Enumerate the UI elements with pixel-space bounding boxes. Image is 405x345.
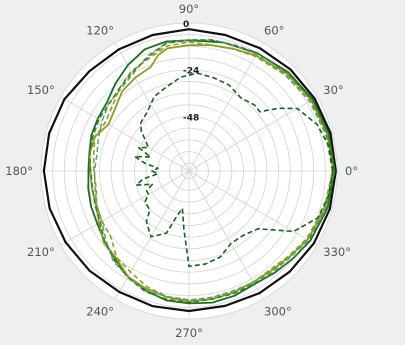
angle-tick-label: 240° [86, 304, 114, 318]
radial-tick-label: -24 [183, 67, 199, 77]
angle-tick-label: 90° [179, 2, 199, 16]
series-group [42, 28, 337, 313]
series-4-line [92, 41, 334, 301]
grid-spoke [188, 96, 318, 172]
grid-spoke [188, 170, 318, 246]
angle-tick-label: 210° [27, 245, 55, 259]
grid-spoke [114, 42, 190, 172]
radial-tick-label: 0 [183, 20, 189, 30]
grid-spoke [188, 170, 264, 300]
angle-tick-label: 270° [175, 326, 203, 340]
radial-tick-labels: 0 -24 -48 [183, 20, 199, 123]
series-1-line [42, 28, 337, 313]
angle-tick-label: 30° [323, 83, 343, 97]
grid-spoke [60, 170, 190, 246]
angle-tick-label: 300° [264, 304, 292, 318]
angle-tick-label: 0° [345, 164, 358, 178]
grid-spoke [60, 96, 190, 172]
angle-tick-label: 120° [86, 24, 114, 38]
angle-tick-label: 60° [264, 24, 284, 38]
series-2-line [87, 39, 336, 305]
angle-tick-label: 330° [323, 245, 351, 259]
series-7-line [133, 72, 334, 268]
radial-tick-label: -48 [183, 113, 199, 123]
angle-tick-labels: 0° 30° 60° 90° 120° 150° 180° 210° 240° 270° 300° 3… [5, 2, 358, 340]
grid-spoke [188, 42, 264, 172]
angle-tick-label: 150° [27, 83, 55, 97]
grid [40, 22, 338, 320]
series-6-line [89, 39, 335, 304]
grid-spoke [114, 170, 190, 300]
angle-tick-label: 180° [5, 164, 33, 178]
series-5-line [93, 38, 334, 301]
